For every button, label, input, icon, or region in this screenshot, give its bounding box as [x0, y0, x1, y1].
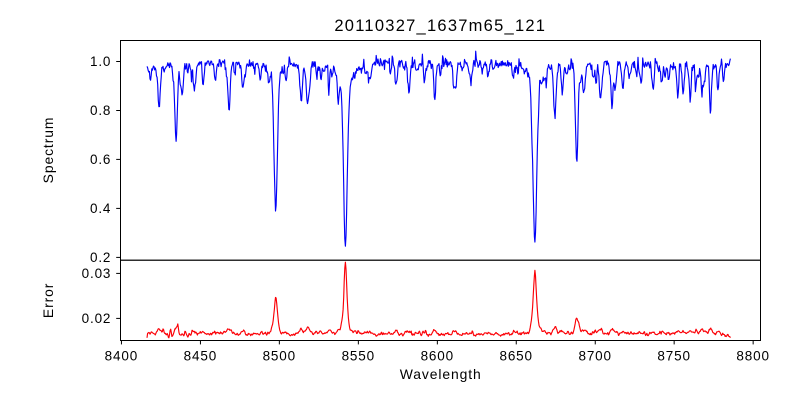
svg-text:0.4: 0.4 — [90, 201, 111, 216]
svg-text:0.6: 0.6 — [90, 152, 111, 167]
svg-text:0.03: 0.03 — [82, 266, 112, 281]
svg-text:8750: 8750 — [657, 349, 690, 364]
svg-text:Wavelength: Wavelength — [400, 366, 482, 382]
svg-text:8800: 8800 — [736, 349, 769, 364]
svg-text:Spectrum: Spectrum — [40, 117, 56, 184]
svg-text:8600: 8600 — [421, 349, 454, 364]
svg-text:20110327_1637m65_121: 20110327_1637m65_121 — [334, 17, 546, 35]
svg-text:8550: 8550 — [342, 349, 375, 364]
svg-text:0.02: 0.02 — [82, 311, 112, 326]
svg-text:8650: 8650 — [499, 349, 532, 364]
svg-text:8450: 8450 — [184, 349, 217, 364]
svg-text:0.2: 0.2 — [90, 250, 111, 265]
svg-text:1.0: 1.0 — [90, 54, 111, 69]
svg-text:8500: 8500 — [263, 349, 296, 364]
svg-text:8400: 8400 — [105, 349, 138, 364]
svg-text:0.8: 0.8 — [90, 103, 111, 118]
svg-text:8700: 8700 — [578, 349, 611, 364]
svg-text:Error: Error — [40, 283, 56, 318]
